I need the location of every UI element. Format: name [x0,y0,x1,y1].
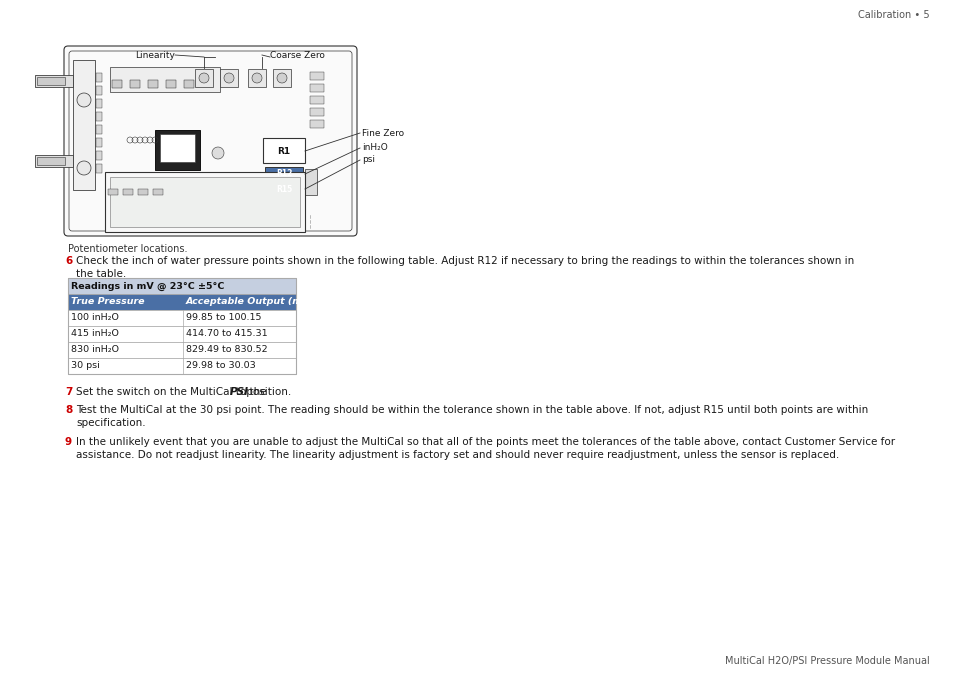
Circle shape [252,73,262,83]
Text: Set the switch on the MultiCal to the: Set the switch on the MultiCal to the [76,387,270,397]
Bar [96,151,102,160]
Text: 415 inH₂O: 415 inH₂O [71,329,119,338]
Text: 6: 6 [65,256,72,266]
Bar [110,177,299,227]
Bar [265,167,303,181]
Bar [152,189,163,195]
FancyBboxPatch shape [64,46,356,236]
Bar [130,80,140,88]
Bar [96,112,102,121]
Bar [310,108,324,116]
Bar [37,77,65,85]
Text: 8: 8 [65,405,72,415]
Text: inH₂O: inH₂O [361,144,387,153]
Text: Calibration • 5: Calibration • 5 [858,10,929,20]
Bar [194,69,213,87]
Bar [68,310,295,326]
Bar [108,189,118,195]
Bar [35,155,73,167]
Bar [96,138,102,147]
Bar [112,80,122,88]
Text: 414.70 to 415.31: 414.70 to 415.31 [186,329,268,338]
Text: 7: 7 [65,387,72,397]
Bar [110,67,220,92]
Text: assistance. Do not readjust linearity. The linearity adjustment is factory set a: assistance. Do not readjust linearity. T… [76,450,839,460]
Bar [96,73,102,82]
Circle shape [199,73,209,83]
Bar [305,169,316,195]
Bar [248,69,266,87]
Bar [123,189,132,195]
Bar [310,96,324,104]
Text: In the unlikely event that you are unable to adjust the MultiCal so that all of : In the unlikely event that you are unabl… [76,437,894,447]
Text: 99.85 to 100.15: 99.85 to 100.15 [186,313,261,323]
Text: Linearity: Linearity [135,51,174,59]
Text: PSI: PSI [230,387,249,397]
Text: Readings in mV @ 23°C ±5°C: Readings in mV @ 23°C ±5°C [71,281,224,290]
Text: psi: psi [361,155,375,165]
Text: Test the MultiCal at the 30 psi point. The reading should be within the toleranc: Test the MultiCal at the 30 psi point. T… [76,405,867,415]
Bar [96,125,102,134]
Bar [68,278,295,294]
Text: 829.49 to 830.52: 829.49 to 830.52 [186,346,268,354]
Bar [138,189,148,195]
Bar [310,72,324,80]
Bar [37,157,65,165]
Bar [105,172,305,232]
Text: Coarse Zero: Coarse Zero [270,51,325,59]
Circle shape [77,93,91,107]
Text: Check the inch of water pressure points shown in the following table. Adjust R12: Check the inch of water pressure points … [76,256,853,266]
Circle shape [77,161,91,175]
Text: 100 inH₂O: 100 inH₂O [71,313,119,323]
Bar [68,294,295,310]
Bar [310,120,324,128]
Text: Fine Zero: Fine Zero [361,128,404,138]
Text: 9: 9 [65,437,72,447]
Text: 830 inH₂O: 830 inH₂O [71,346,119,354]
Bar [220,69,237,87]
Bar [68,278,295,374]
Bar [160,134,194,162]
Bar [73,60,95,190]
Bar [310,84,324,92]
Text: Potentiometer locations.: Potentiometer locations. [68,244,188,254]
Bar [96,164,102,173]
Bar [68,358,295,374]
Bar [68,326,295,342]
Bar [96,99,102,108]
Text: position.: position. [243,387,292,397]
Text: specification.: specification. [76,418,146,428]
Text: MultiCal H2O/PSI Pressure Module Manual: MultiCal H2O/PSI Pressure Module Manual [724,656,929,666]
Bar [184,80,193,88]
Text: Acceptable Output (mV): Acceptable Output (mV) [186,298,314,306]
Bar [96,86,102,95]
Bar [265,183,303,195]
Circle shape [212,147,224,159]
Bar [35,75,73,87]
Text: R1: R1 [277,146,291,155]
Circle shape [224,73,233,83]
Text: R12: R12 [275,169,292,178]
Bar [273,69,291,87]
Circle shape [276,73,287,83]
Text: the table.: the table. [76,269,126,279]
Bar [263,138,305,163]
Text: 30 psi: 30 psi [71,362,100,371]
Bar [166,80,175,88]
Bar [68,342,295,358]
Text: 29.98 to 30.03: 29.98 to 30.03 [186,362,255,371]
Text: True Pressure: True Pressure [71,298,145,306]
Text: R15: R15 [275,184,292,194]
Bar [148,80,158,88]
Bar [154,130,200,170]
